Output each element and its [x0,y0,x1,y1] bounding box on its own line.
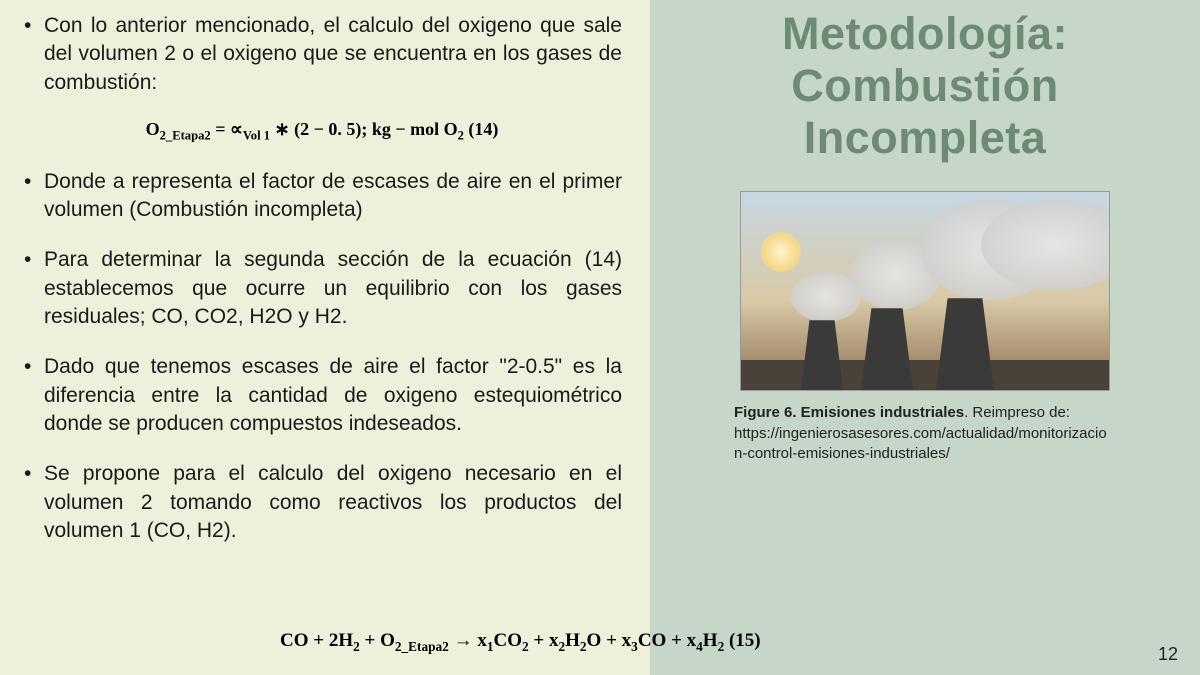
title-line-1: Metodología: [782,8,1068,59]
sun-icon [761,232,801,272]
equation-14: O2_Etapa2 = ∝Vol 1 ∗ (2 − 0. 5); kg − mo… [22,119,622,144]
bullet-3: Para determinar la segunda sección de la… [22,246,622,331]
bullet-4: Dado que tenemos escases de aire el fact… [22,353,622,438]
ground-icon [741,360,1109,390]
page-title: Metodología: Combustión Incompleta [662,8,1188,163]
figure-caption: Figure 6. Emisiones industriales. Reimpr… [662,403,1188,464]
equation-15: CO + 2H2 + O2_Etapa2 → x1CO2 + x2H2O + x… [280,630,1180,655]
bullet-1: Con lo anterior mencionado, el calculo d… [22,12,622,97]
tower-icon [801,320,843,390]
bullet-5: Se propone para el calculo del oxigeno n… [22,460,622,545]
bullet-2: Donde a representa el factor de escases … [22,168,622,225]
title-line-2: Combustión [791,60,1058,111]
figure-image [740,191,1110,391]
sidebar-panel: Metodología: Combustión Incompleta Figur… [650,0,1200,675]
title-line-3: Incompleta [804,112,1047,163]
bullet-list-cont: Donde a representa el factor de escases … [22,168,622,546]
bullet-list: Con lo anterior mencionado, el calculo d… [22,12,622,97]
tower-icon [936,298,994,390]
caption-title: Figure 6. Emisiones industriales [734,404,964,421]
content-panel: Con lo anterior mencionado, el calculo d… [0,0,650,675]
tower-icon [861,308,913,390]
